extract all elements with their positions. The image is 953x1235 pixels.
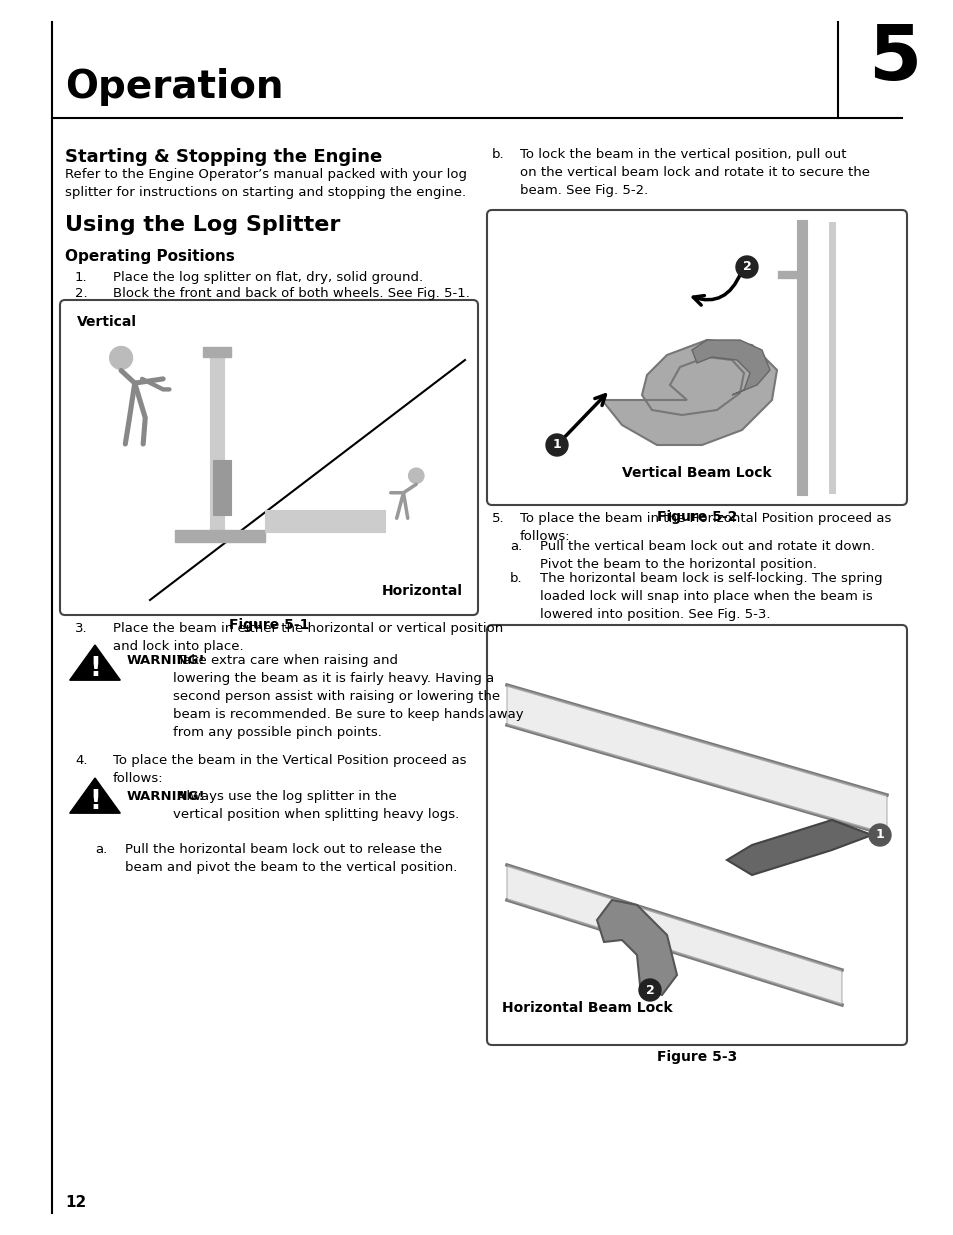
Circle shape: [408, 468, 423, 483]
Text: Horizontal Beam Lock: Horizontal Beam Lock: [501, 1002, 672, 1015]
Polygon shape: [70, 645, 120, 680]
Text: Refer to the Engine Operator’s manual packed with your log
splitter for instruct: Refer to the Engine Operator’s manual pa…: [65, 168, 467, 199]
Text: Block the front and back of both wheels. See Fig. 5-1.: Block the front and back of both wheels.…: [112, 287, 470, 300]
Polygon shape: [726, 820, 871, 876]
Text: Figure 5-2: Figure 5-2: [656, 510, 737, 524]
Text: Vertical Beam Lock: Vertical Beam Lock: [621, 466, 771, 480]
Text: Place the log splitter on flat, dry, solid ground.: Place the log splitter on flat, dry, sol…: [112, 270, 423, 284]
Text: 3.: 3.: [75, 622, 88, 635]
Bar: [265, 510, 385, 532]
Text: b.: b.: [510, 572, 522, 585]
FancyBboxPatch shape: [486, 210, 906, 505]
Text: To lock the beam in the vertical position, pull out
on the vertical beam lock an: To lock the beam in the vertical positio…: [519, 148, 869, 198]
Bar: [210, 350, 224, 530]
FancyBboxPatch shape: [60, 300, 477, 615]
Text: Starting & Stopping the Engine: Starting & Stopping the Engine: [65, 148, 382, 165]
Text: To place the beam in the Vertical Position proceed as
follows:: To place the beam in the Vertical Positi…: [112, 755, 466, 785]
Bar: [213, 459, 231, 515]
Bar: [174, 530, 265, 542]
Circle shape: [735, 256, 758, 278]
Polygon shape: [506, 685, 886, 835]
Text: 12: 12: [65, 1195, 86, 1210]
Text: a.: a.: [510, 540, 521, 553]
Text: Figure 5-3: Figure 5-3: [657, 1050, 737, 1065]
Circle shape: [868, 824, 890, 846]
Circle shape: [545, 433, 567, 456]
Text: Pull the horizontal beam lock out to release the
beam and pivot the beam to the : Pull the horizontal beam lock out to rel…: [125, 844, 456, 874]
Text: !: !: [89, 789, 101, 815]
Text: a.: a.: [95, 844, 107, 856]
PathPatch shape: [691, 340, 769, 395]
Text: To place the beam in the Horizontal Position proceed as
follows:: To place the beam in the Horizontal Posi…: [519, 513, 890, 543]
Text: Operating Positions: Operating Positions: [65, 249, 234, 264]
Text: Figure 5-1: Figure 5-1: [229, 618, 309, 632]
Text: Operation: Operation: [65, 68, 283, 106]
Polygon shape: [70, 778, 120, 813]
Text: 1: 1: [552, 438, 560, 452]
Bar: [203, 347, 231, 357]
Text: Horizontal: Horizontal: [381, 584, 462, 598]
Circle shape: [110, 346, 132, 369]
Text: WARNING!: WARNING!: [127, 790, 206, 803]
Circle shape: [639, 979, 660, 1002]
Text: Take extra care when raising and
lowering the beam as it is fairly heavy. Having: Take extra care when raising and lowerin…: [173, 655, 523, 739]
Polygon shape: [597, 900, 677, 995]
Polygon shape: [506, 864, 841, 1005]
Text: 1.: 1.: [75, 270, 88, 284]
PathPatch shape: [601, 340, 776, 445]
Text: 5.: 5.: [492, 513, 504, 525]
Text: Using the Log Splitter: Using the Log Splitter: [65, 215, 340, 235]
Text: 2: 2: [741, 261, 751, 273]
Text: WARNING!: WARNING!: [127, 655, 206, 667]
Text: b.: b.: [492, 148, 504, 161]
Text: The horizontal beam lock is self-locking. The spring
loaded lock will snap into : The horizontal beam lock is self-locking…: [539, 572, 882, 621]
Text: 5: 5: [867, 22, 921, 96]
Text: Vertical: Vertical: [77, 315, 137, 329]
Text: Always use the log splitter in the
vertical position when splitting heavy logs.: Always use the log splitter in the verti…: [173, 790, 459, 821]
Text: 2: 2: [645, 983, 654, 997]
Text: Place the beam in either the horizontal or vertical position
and lock into place: Place the beam in either the horizontal …: [112, 622, 503, 653]
Text: Pull the vertical beam lock out and rotate it down.
Pivot the beam to the horizo: Pull the vertical beam lock out and rota…: [539, 540, 874, 571]
Text: 2.: 2.: [75, 287, 88, 300]
FancyBboxPatch shape: [486, 625, 906, 1045]
Text: 4.: 4.: [75, 755, 88, 767]
Text: 1: 1: [875, 829, 883, 841]
Text: !: !: [89, 656, 101, 682]
